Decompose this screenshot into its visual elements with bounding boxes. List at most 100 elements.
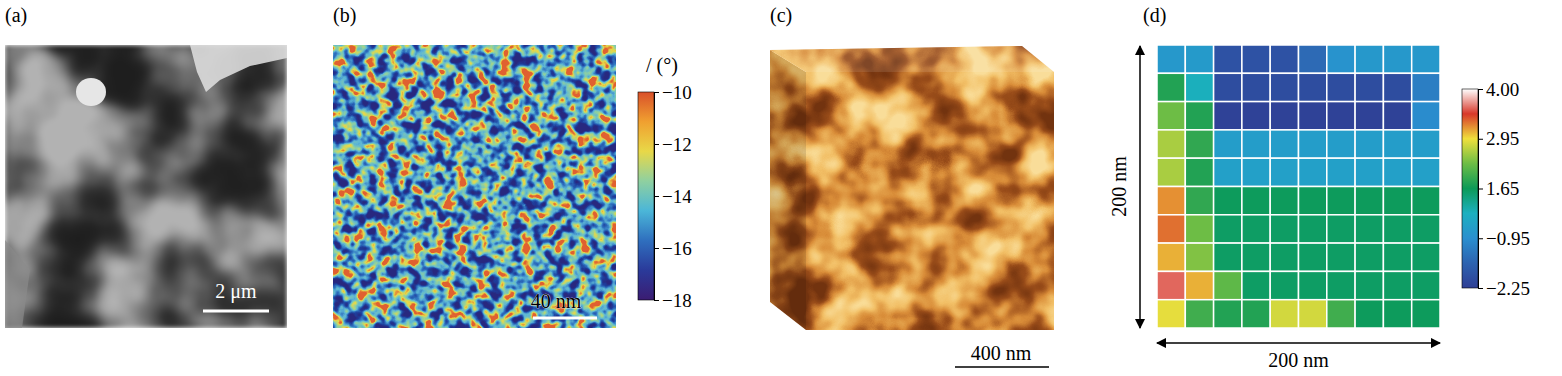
heatmap-cell xyxy=(1270,271,1298,299)
heatmap-cell xyxy=(1270,158,1298,186)
heatmap-cell xyxy=(1185,73,1213,101)
heatmap-cells xyxy=(1157,45,1440,328)
scale-bar-label: 2 μm xyxy=(215,280,257,303)
scale-bar-label: 400 nm xyxy=(971,342,1032,364)
volume-cube xyxy=(765,40,1060,335)
tick: −14 xyxy=(654,186,692,207)
phase-map xyxy=(333,45,616,328)
heatmap-cell xyxy=(1242,243,1270,271)
figure: (a)2 μm(b)40 nm−10−12−14−16−18/ (°)(c)40… xyxy=(0,0,1562,376)
heatmap-cell xyxy=(1185,215,1213,243)
heatmap-cell xyxy=(1270,73,1298,101)
heatmap-cell xyxy=(1299,158,1327,186)
colorbar xyxy=(1462,89,1478,288)
heatmap-cell xyxy=(1185,158,1213,186)
heatmap-cell xyxy=(1270,300,1298,328)
tick-label: 2.95 xyxy=(1486,128,1519,149)
tick-label: 4.00 xyxy=(1486,79,1519,100)
heatmap-cell xyxy=(1242,130,1270,158)
heatmap-cell xyxy=(1383,130,1411,158)
heatmap-cell xyxy=(1327,300,1355,328)
scale-bar xyxy=(955,366,1049,368)
face-texture xyxy=(765,40,1060,335)
tick-mark xyxy=(1478,139,1483,140)
heatmap-cell xyxy=(1299,300,1327,328)
heatmap-cell xyxy=(1327,215,1355,243)
tick: 4.00 xyxy=(1478,79,1519,100)
dimension-arrow xyxy=(1157,342,1440,344)
heatmap-cell xyxy=(1355,45,1383,73)
tick: −18 xyxy=(654,290,692,311)
tick-label: −16 xyxy=(662,238,692,259)
heatmap-cell xyxy=(1242,73,1270,101)
scale-bar xyxy=(533,317,597,320)
heatmap-cell xyxy=(1242,300,1270,328)
heatmap-cell xyxy=(1185,45,1213,73)
heatmap-cell xyxy=(1355,215,1383,243)
heatmap-cell xyxy=(1185,102,1213,130)
tick-mark xyxy=(654,248,659,249)
bright-blob xyxy=(76,78,106,106)
heatmap-cell xyxy=(1157,130,1185,158)
heatmap-cell xyxy=(1327,243,1355,271)
heatmap-cell xyxy=(1214,130,1242,158)
heatmap-cell xyxy=(1214,158,1242,186)
heatmap-cell xyxy=(1299,45,1327,73)
heatmap-cell xyxy=(1299,130,1327,158)
heatmap-cell xyxy=(1355,300,1383,328)
heatmap-cell xyxy=(1242,158,1270,186)
heatmap-cell xyxy=(1157,215,1185,243)
heatmap-cell xyxy=(1327,158,1355,186)
heatmap-cell xyxy=(1412,158,1440,186)
colorbar-axis: 4.002.951.65−0.95−2.25 xyxy=(1478,79,1530,299)
heatmap-cell xyxy=(1242,102,1270,130)
heatmap-cell xyxy=(1242,215,1270,243)
tick: −2.25 xyxy=(1478,278,1530,299)
heatmap-cell xyxy=(1383,158,1411,186)
heatmap-cell xyxy=(1412,102,1440,130)
cube-face xyxy=(765,40,1060,335)
heatmap-cell xyxy=(1214,102,1242,130)
tick-mark xyxy=(654,300,659,301)
tick: −16 xyxy=(654,238,692,259)
heatmap-cell xyxy=(1327,73,1355,101)
heatmap-cell xyxy=(1214,271,1242,299)
heatmap-cell xyxy=(1157,187,1185,215)
heatmap-cell xyxy=(1242,271,1270,299)
heatmap-cell xyxy=(1327,187,1355,215)
bright-region xyxy=(5,240,30,328)
face-texture xyxy=(765,40,1060,335)
tick-label: −12 xyxy=(662,134,692,155)
heatmap-cell xyxy=(1270,187,1298,215)
heatmap-cell xyxy=(1383,300,1411,328)
heatmap-cell xyxy=(1185,187,1213,215)
heatmap-cell xyxy=(1157,73,1185,101)
scale-bar xyxy=(203,310,269,313)
heatmap-cell xyxy=(1355,187,1383,215)
heatmap-cell xyxy=(1412,271,1440,299)
tick: −10 xyxy=(654,82,692,103)
tick-mark xyxy=(1478,238,1483,239)
tick: 1.65 xyxy=(1478,178,1519,199)
tick-label: 1.65 xyxy=(1486,178,1519,199)
heatmap-cell xyxy=(1299,271,1327,299)
bright-region xyxy=(190,45,287,92)
colorbar xyxy=(638,92,654,300)
tick-label: −2.25 xyxy=(1486,278,1530,299)
tick-mark xyxy=(1478,189,1483,190)
scale-bar-label: 40 nm xyxy=(531,290,582,312)
heatmap-cell xyxy=(1185,130,1213,158)
heatmap-cell xyxy=(1157,45,1185,73)
heatmap-cell xyxy=(1383,45,1411,73)
colorbar-axis: −10 −12 −14 −16 −18 xyxy=(654,82,692,311)
micrograph xyxy=(5,45,287,328)
face-shade xyxy=(770,46,1054,72)
dimension-arrow xyxy=(1139,46,1141,328)
heatmap-cell xyxy=(1299,243,1327,271)
face-texture xyxy=(765,40,1060,335)
heatmap-cell xyxy=(1299,187,1327,215)
tick-mark xyxy=(654,92,659,93)
heatmap-cell xyxy=(1383,243,1411,271)
heatmap-cell xyxy=(1383,271,1411,299)
heatmap-cell xyxy=(1270,45,1298,73)
